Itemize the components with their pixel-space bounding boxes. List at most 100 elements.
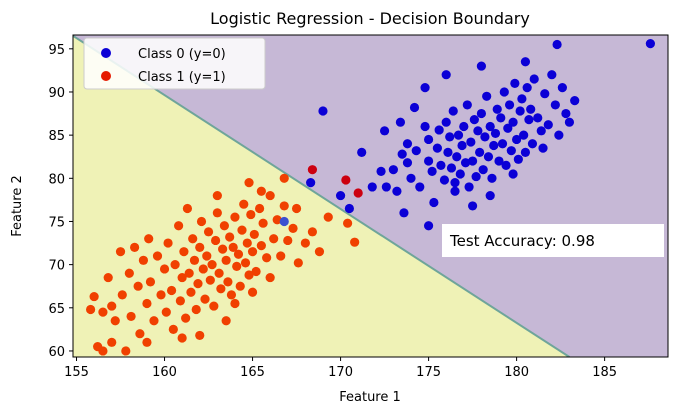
point-s1-11 (126, 311, 136, 322)
point-s1-45 (203, 227, 214, 237)
point-s1-19 (149, 316, 159, 326)
x-tick-label-2: 165 (240, 365, 265, 380)
point-s0-102 (508, 169, 518, 179)
point-s0-30 (445, 132, 455, 142)
plot-area (72, 34, 669, 358)
legend-marker-class1 (101, 71, 111, 81)
point-s1-21 (156, 290, 166, 300)
point-s0-66 (508, 117, 518, 127)
y-tick-label-4: 80 (48, 172, 65, 187)
point-s0-70 (515, 106, 525, 116)
point-s0-43 (468, 156, 478, 166)
point-s0-34 (452, 152, 462, 162)
point-s1-50 (212, 208, 222, 218)
point-s0-42 (466, 137, 476, 147)
point-s0-81 (540, 89, 550, 99)
point-s0-22 (427, 166, 437, 176)
point-s1-75 (258, 218, 268, 228)
point-s0-69 (513, 154, 523, 164)
point-s1-51 (214, 268, 224, 278)
point-s0-44 (469, 115, 479, 125)
class1-region (73, 35, 570, 357)
point-s1-10 (124, 268, 134, 278)
point-s1-74 (256, 241, 266, 251)
y-axis-ticks: 60 65 70 75 80 85 90 95 (48, 43, 73, 360)
point-s0-62 (501, 160, 511, 170)
point-s1-93 (256, 186, 266, 196)
point-s1-17 (144, 234, 154, 244)
accuracy-box (442, 224, 664, 257)
point-s0-54 (487, 173, 497, 183)
point-s1-28 (174, 221, 184, 231)
point-s1-76 (262, 253, 272, 263)
point-s0-19 (420, 121, 430, 132)
point-s0-23 (429, 197, 439, 208)
point-s1-1 (89, 291, 99, 302)
point-s1-26 (168, 324, 178, 334)
point-s1-6 (110, 316, 120, 326)
point-s0-52 (483, 152, 494, 162)
point-s0-3 (344, 203, 354, 214)
point-s0-39 (460, 158, 471, 168)
point-s1-80 (276, 251, 286, 261)
point-s1-9 (121, 346, 131, 356)
legend-box (83, 37, 266, 90)
point-s0-92 (441, 70, 451, 80)
point-s1-31 (179, 247, 189, 257)
point-s0-48 (476, 108, 487, 119)
point-s0-14 (402, 139, 413, 149)
point-s1-22 (159, 264, 170, 274)
y-tick-label-3: 75 (48, 215, 65, 230)
point-s0-35 (453, 130, 464, 140)
point-s0-41 (464, 182, 474, 192)
point-s1-94 (279, 173, 289, 183)
point-s0-16 (409, 102, 420, 113)
point-s0-71 (517, 94, 527, 104)
point-s1-33 (182, 203, 193, 214)
x-tick-label-3: 170 (328, 365, 353, 380)
point-s0-9 (388, 165, 398, 175)
point-s1-83 (288, 223, 298, 233)
point-s1-18 (145, 277, 156, 287)
point-s1-56 (223, 277, 233, 287)
point-s1-79 (272, 215, 282, 225)
data-points (86, 39, 655, 356)
point-s1-14 (135, 329, 145, 339)
point-s1-38 (191, 304, 201, 315)
point-s0-59 (496, 113, 506, 123)
point-s0-8 (381, 182, 391, 192)
point-s0-5 (367, 182, 377, 192)
point-s1-71 (249, 229, 259, 240)
point-s0-91 (476, 61, 487, 71)
point-s0-82 (543, 120, 553, 130)
point-s0-1 (318, 106, 328, 116)
y-tick-label-5: 85 (48, 129, 65, 144)
point-s0-38 (459, 121, 469, 132)
point-s0-25 (434, 125, 444, 135)
point-s0-97 (468, 201, 478, 211)
point-s1-59 (228, 242, 238, 252)
point-s1-90 (350, 237, 360, 247)
point-s0-96 (645, 39, 655, 49)
point-s0-18 (415, 182, 425, 192)
point-s0-77 (527, 139, 538, 149)
point-s0-2 (335, 190, 346, 201)
point-s0-84 (550, 100, 560, 110)
x-tick-label-0: 155 (64, 365, 89, 380)
point-s1-20 (152, 251, 163, 261)
point-s1-35 (186, 287, 196, 297)
point-s1-44 (202, 251, 212, 261)
point-s0-60 (497, 139, 508, 149)
point-s1-27 (170, 260, 180, 270)
x-tick-label-5: 180 (504, 365, 529, 380)
y-tick-label-0: 60 (48, 345, 65, 360)
point-s1-77 (265, 190, 275, 201)
point-s1-8 (117, 290, 127, 300)
point-s1-92 (212, 190, 222, 201)
x-tick-label-6: 185 (592, 365, 617, 380)
point-s1-24 (163, 238, 173, 248)
point-s1-5 (107, 337, 117, 347)
point-s1-13 (133, 281, 143, 291)
point-s1-55 (221, 255, 231, 265)
